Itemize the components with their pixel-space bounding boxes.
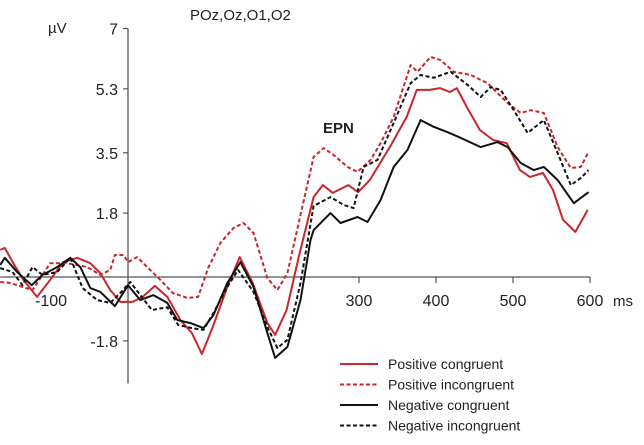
y-tick-label: 5.3 <box>96 82 118 99</box>
chart-title: POz,Oz,O1,O2 <box>190 7 291 24</box>
series-lines <box>0 55 590 359</box>
x-tick-label: 300 <box>346 293 373 310</box>
x-tick-label: -100 <box>35 293 67 310</box>
legend-label: Positive incongruent <box>388 377 514 393</box>
y-tick-label: -1.8 <box>90 334 118 351</box>
y-axis-label: µV <box>48 20 67 37</box>
epn-annotation: EPN <box>323 120 354 137</box>
series-line-negative-incongruent <box>0 70 590 349</box>
series-line-positive-congruent <box>0 87 589 355</box>
series-line-negative-congruent <box>0 119 590 359</box>
x-tick-label: 400 <box>423 293 450 310</box>
x-tick-label: 500 <box>500 293 527 310</box>
x-axis-label: ms <box>613 293 633 310</box>
x-tick-label: 600 <box>577 293 604 310</box>
legend-label: Negative congruent <box>388 397 510 413</box>
legend: Positive congruent Positive incongruent Ne… <box>340 356 520 434</box>
y-tick-label: 3.5 <box>96 146 118 163</box>
legend-label: Negative incongruent <box>388 418 520 434</box>
y-tick-label: 1.8 <box>96 206 118 223</box>
legend-label: Positive congruent <box>388 356 503 372</box>
series-line-positive-incongruent <box>0 55 590 299</box>
y-tick-label: 7 <box>109 22 118 39</box>
axes: 7 5.3 3.5 1.8 -1.8 -100 300 400 500 600 <box>0 22 603 384</box>
